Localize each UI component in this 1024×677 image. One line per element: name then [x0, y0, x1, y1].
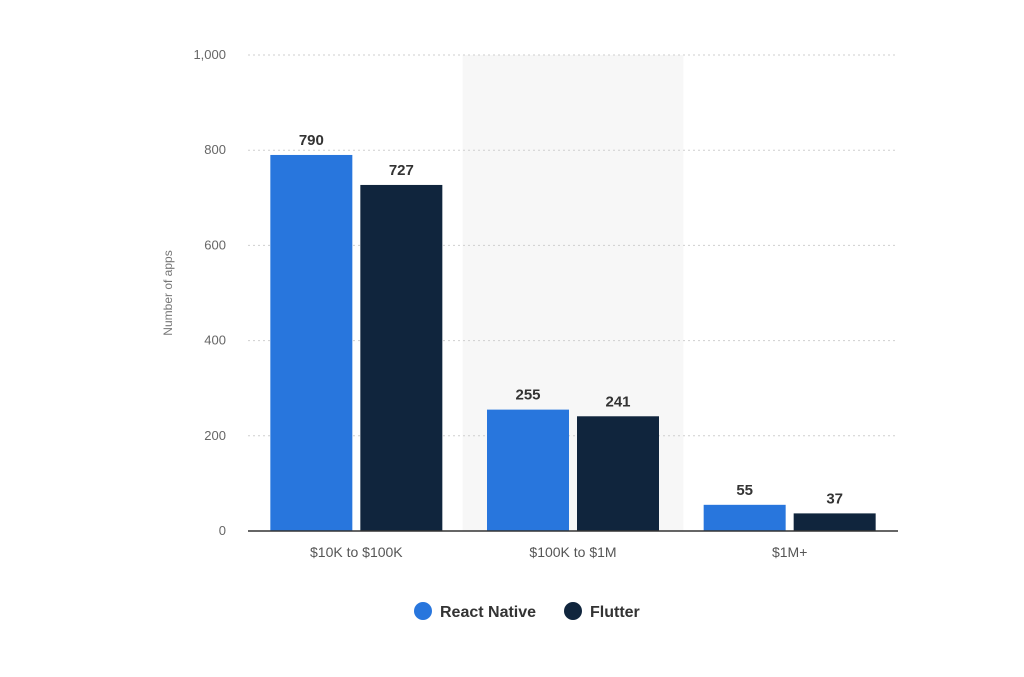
value-label-react-native-1m: 55: [736, 482, 753, 499]
legend-swatch-icon: [564, 602, 582, 620]
y-tick-layer: 0 200 400 600 800 1,000: [193, 47, 226, 538]
y-tick-label: 0: [219, 523, 226, 538]
grid-layer: [248, 54, 898, 437]
y-tick-label: 200: [204, 428, 226, 443]
value-label-layer: 790 727 255 241 55 37: [299, 132, 843, 507]
bar-flutter-10k-to-100k[interactable]: [360, 184, 443, 531]
y-axis-title: Number of apps: [161, 250, 175, 335]
bar-layer: [270, 154, 876, 531]
bar-flutter-100k-to-1m[interactable]: [577, 416, 659, 531]
legend-swatch-icon: [414, 602, 432, 620]
value-label-react-native-100k-to-1m: 255: [515, 387, 540, 404]
value-label-react-native-10k-to-100k: 790: [299, 132, 324, 149]
bar-react-native-10k-to-100k[interactable]: [270, 154, 353, 531]
x-category-layer: $10K to $100K $100K to $1M $1M+: [310, 544, 807, 560]
x-category-label: $100K to $1M: [529, 544, 616, 560]
x-category-label: $1M+: [772, 544, 807, 560]
legend-label: Flutter: [590, 604, 640, 621]
value-label-flutter-1m: 37: [826, 490, 843, 507]
y-tick-label: 400: [204, 333, 226, 348]
y-tick-label: 600: [204, 237, 226, 252]
value-label-flutter-100k-to-1m: 241: [605, 393, 630, 410]
legend-label: React Native: [440, 604, 536, 621]
legend-item-react-native[interactable]: React Native: [414, 602, 536, 621]
legend[interactable]: React Native Flutter: [414, 602, 640, 621]
x-category-label: $10K to $100K: [310, 544, 403, 560]
value-label-flutter-10k-to-100k: 727: [389, 162, 414, 179]
bar-react-native-100k-to-1m[interactable]: [487, 409, 569, 531]
legend-item-flutter[interactable]: Flutter: [564, 602, 640, 621]
y-tick-label: 800: [204, 142, 226, 157]
bar-flutter-1m[interactable]: [793, 513, 876, 531]
bar-react-native-1m[interactable]: [703, 504, 786, 531]
y-tick-label: 1,000: [193, 47, 226, 62]
